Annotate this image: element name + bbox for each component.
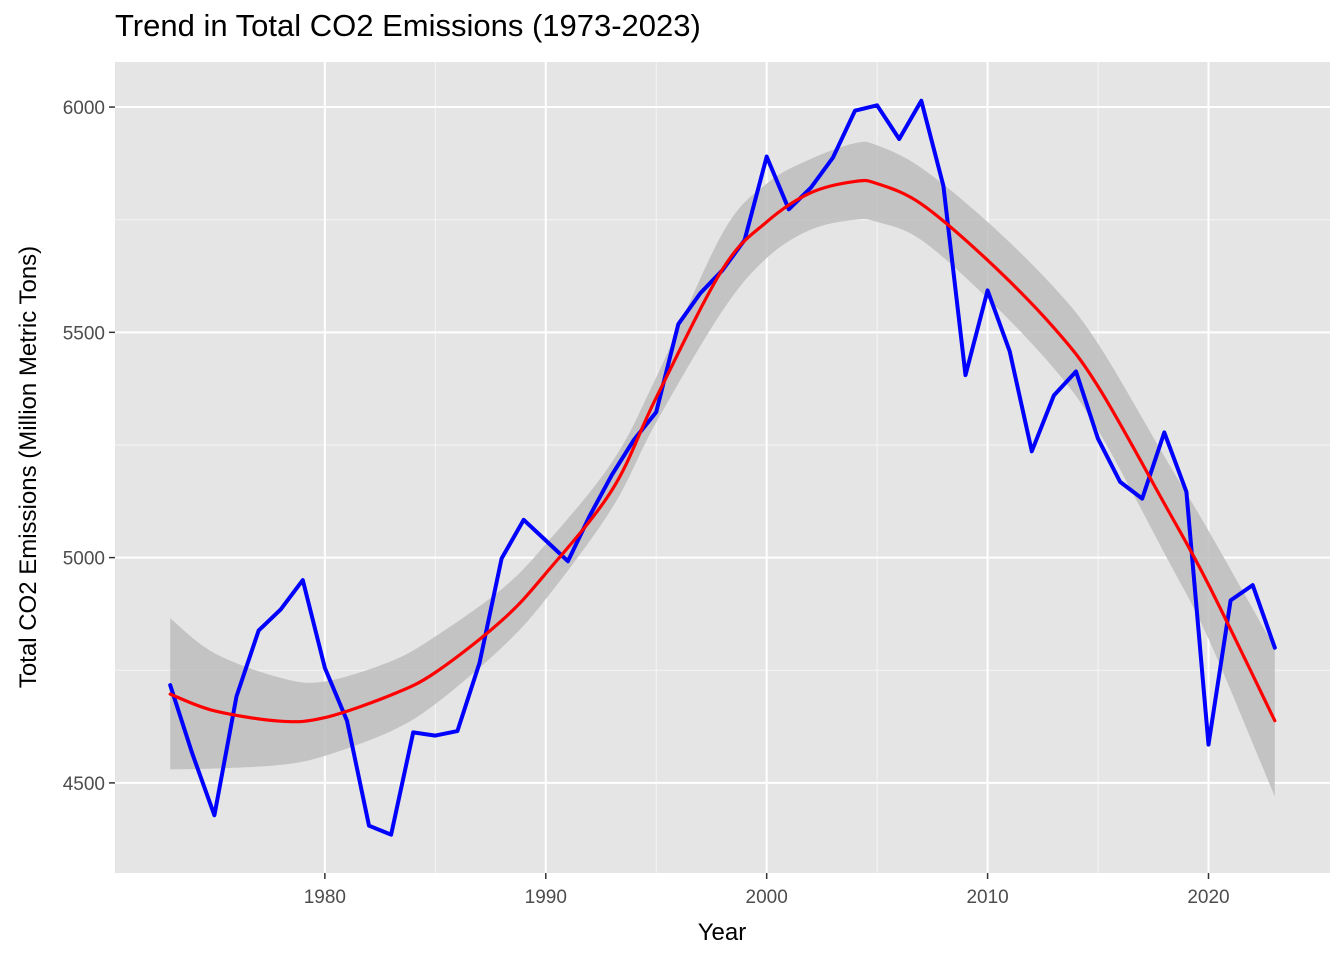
x-tick-label: 1990 (525, 887, 567, 908)
x-tick-label: 2000 (746, 887, 788, 908)
x-axis: 1980 1990 2000 2010 2020 (304, 873, 1230, 908)
x-tick-label: 1980 (304, 887, 346, 908)
confidence-band (170, 141, 1275, 797)
x-tick-label: 2010 (966, 887, 1008, 908)
smoothed-trend-line (168, 178, 1277, 724)
x-tick-label: 2020 (1187, 887, 1229, 908)
chart-title: Trend in Total CO2 Emissions (1973-2023) (115, 8, 701, 43)
y-axis-title: Total CO2 Emissions (Million Metric Tons… (15, 246, 42, 688)
x-axis-title: Year (698, 919, 747, 946)
y-tick-label: 5000 (63, 549, 105, 570)
y-tick-label: 5500 (63, 323, 105, 344)
plot-panel (115, 62, 1330, 873)
y-tick-label: 6000 (63, 98, 105, 119)
y-axis: 4500 5000 5500 6000 (63, 98, 115, 795)
y-tick-label: 4500 (63, 774, 105, 795)
